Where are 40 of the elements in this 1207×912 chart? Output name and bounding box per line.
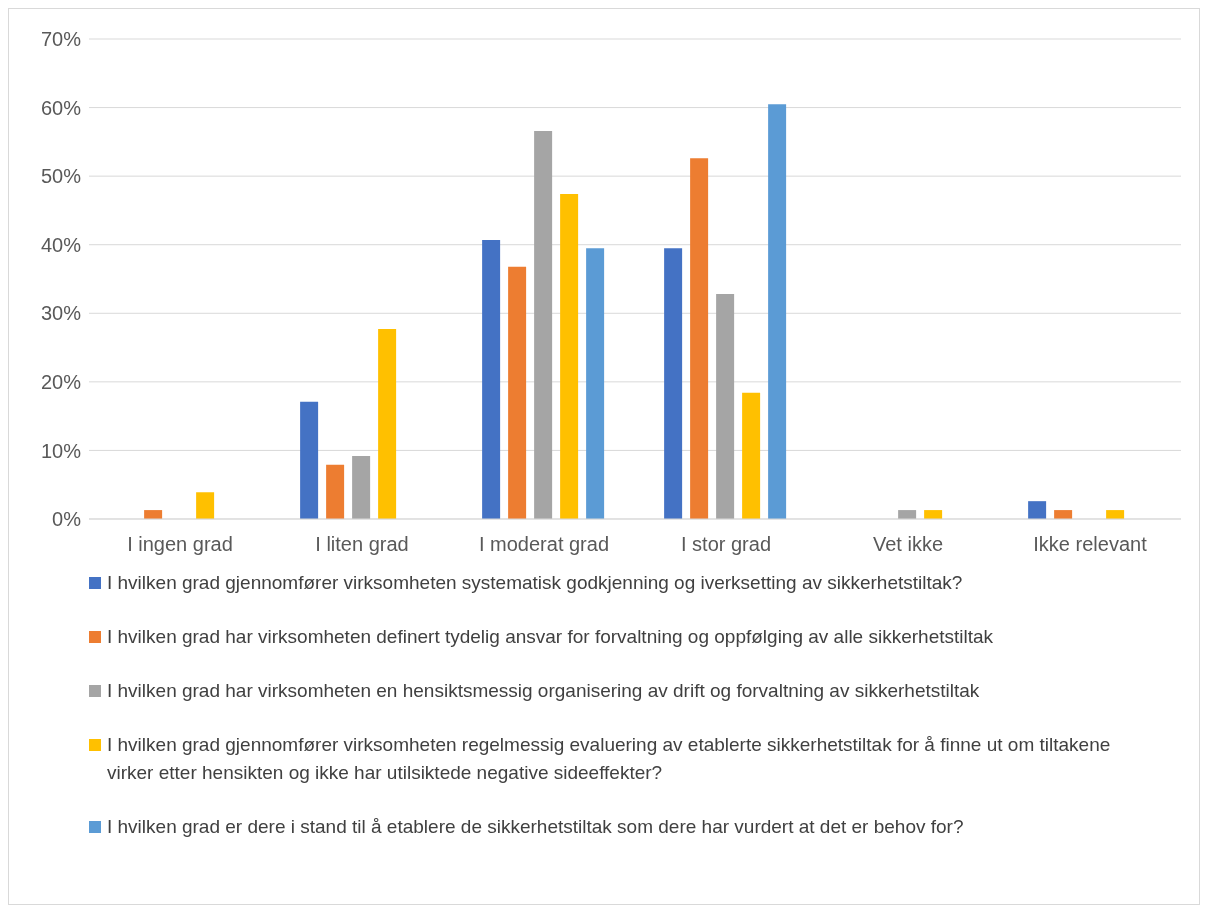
bar [742,392,761,519]
bar [378,329,397,519]
y-tick-label: 20% [40,370,82,393]
bar [534,130,553,519]
y-tick-label: 60% [40,96,82,119]
bar [664,248,683,519]
legend-label: I hvilken grad har virksomheten definert tydelig ansvar for forvaltning og oppfølging av alle sikkerhetstiltak [107,625,994,649]
y-tick-label: 10% [40,439,82,462]
x-tick-label: Vet ikke [872,533,944,556]
y-tick-label: 40% [40,233,82,256]
y-tick-label: 70% [40,28,82,51]
legend-label: I hvilken grad har virksomheten en hensiktsmessig organisering av drift og forvaltning av sikkerhetstiltak [107,679,980,703]
x-tick-label: I stor grad [680,533,772,556]
bar [508,266,527,519]
bar [1028,501,1047,519]
bar [560,193,579,519]
y-tick-label: 50% [40,165,82,188]
bar [586,248,605,519]
bar [898,510,917,519]
y-tick-label: 30% [40,302,82,325]
bar [300,401,319,519]
bar [144,510,163,519]
y-tick-label: 0% [52,508,82,531]
bar [716,294,735,519]
legend-label: I hvilken grad gjennomfører virksomheten regelmessig evaluering av etablerte sikkerhetstiltak for å finne ut om tiltakene virker etter hensikten og ikke har utilsiktede negative sideeffekter? [107,733,1112,785]
bar [690,158,709,519]
x-tick-label: I liten grad [315,533,409,556]
bar [1106,510,1125,519]
bar [352,455,371,519]
bar [768,104,787,519]
bar [924,510,943,519]
x-tick-label: Ikke relevant [1033,533,1148,556]
x-tick-label: I moderat grad [478,533,610,556]
legend-label: I hvilken grad er dere i stand til å etablere de sikkerhetstiltak som dere har vurdert at det er behov for? [107,815,964,839]
legend-label: I hvilken grad gjennomfører virksomheten systematisk godkjenning og iverksetting av sikkerhetstiltak? [107,571,963,595]
bar [1054,510,1073,519]
bar [482,239,501,519]
bar [196,492,215,519]
bar [326,464,345,519]
x-tick-label: I ingen grad [127,533,233,556]
